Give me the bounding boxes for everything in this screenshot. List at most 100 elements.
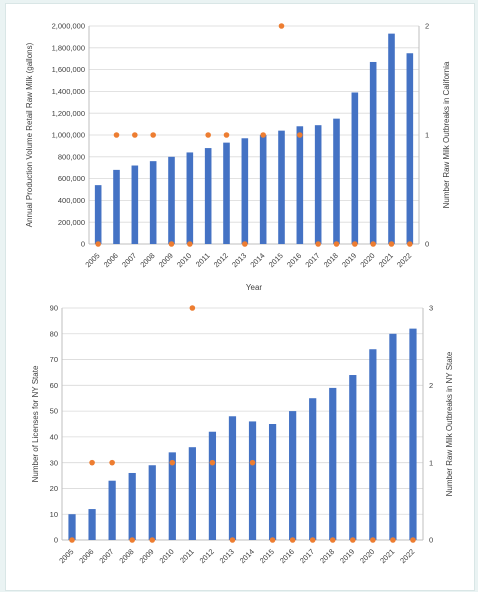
bar-2017 [314, 125, 322, 244]
point-2015 [269, 537, 276, 543]
bar-2012 [208, 431, 217, 540]
y2-tick-label: 0 [425, 240, 429, 249]
point-2014 [249, 459, 256, 466]
y-tick-label: 80 [50, 329, 58, 338]
point-2005 [95, 241, 101, 247]
point-2009 [168, 241, 175, 247]
y2-tick-label: 3 [429, 304, 433, 313]
x-tick-label: 2006 [77, 547, 95, 565]
bar-2019 [351, 92, 359, 245]
y2-axis-title: Number Raw Milk Outbreaks in California [442, 61, 451, 208]
point-2010 [169, 459, 176, 466]
point-2019 [350, 537, 356, 543]
bar-2020 [369, 61, 377, 244]
point-2013 [242, 241, 248, 247]
bar-2011 [204, 148, 212, 244]
bar-2012 [223, 142, 230, 244]
y-tick-label: 40 [50, 432, 58, 441]
x-tick-label: 2021 [378, 547, 396, 565]
point-2021 [388, 241, 395, 247]
x-tick-label: 2019 [340, 251, 358, 269]
x-tick-label: 2009 [138, 547, 156, 565]
point-2017 [309, 537, 316, 543]
y-tick-label: 30 [50, 458, 58, 467]
y-axis-title: Number of Licenses for NY State [31, 365, 40, 482]
x-tick-label: 2006 [102, 251, 120, 269]
point-2020 [370, 241, 376, 247]
x-tick-label: 2009 [157, 251, 175, 269]
y2-tick-label: 0 [429, 536, 433, 545]
y-tick-label: 10 [50, 510, 58, 519]
point-2008 [150, 132, 156, 138]
bar-2010 [186, 152, 194, 244]
x-tick-label: 2017 [298, 547, 316, 565]
point-2007 [109, 459, 115, 466]
y-tick-label: 90 [50, 304, 58, 313]
x-tick-label: 2007 [120, 251, 138, 269]
bar-2005 [68, 514, 76, 540]
x-axis-title: Year [246, 283, 263, 292]
point-2012 [209, 459, 216, 466]
bar-2022 [406, 53, 414, 244]
bar-2019 [349, 375, 357, 540]
point-2008 [129, 537, 135, 543]
y-tick-label: 70 [50, 355, 58, 364]
y-tick-label: 1,600,000 [52, 65, 85, 74]
point-2011 [205, 132, 211, 138]
y-tick-label: 400,000 [58, 196, 85, 205]
point-2009 [149, 537, 156, 543]
y2-tick-label: 1 [429, 458, 433, 467]
y2-tick-label: 1 [425, 131, 429, 140]
bar-2005 [94, 185, 102, 244]
x-tick-label: 2022 [398, 547, 416, 565]
y-tick-label: 1,800,000 [52, 43, 85, 52]
bar-2008 [149, 161, 157, 244]
bar-2006 [88, 509, 96, 540]
bar-2007 [131, 165, 139, 244]
x-tick-label: 2018 [322, 251, 340, 269]
y-tick-label: 50 [50, 407, 58, 416]
point-2006 [113, 132, 120, 138]
x-tick-label: 2015 [267, 251, 285, 269]
x-tick-label: 2020 [358, 547, 376, 565]
point-2018 [329, 537, 336, 543]
y2-axis-title: Number Raw Milk Outbreaks in NY State [445, 351, 454, 496]
point-2011 [189, 305, 196, 311]
bar-2018 [329, 387, 337, 540]
x-tick-label: 2017 [303, 251, 321, 269]
y2-tick-label: 2 [425, 22, 429, 31]
x-tick-label: 2011 [178, 547, 196, 565]
bar-2009 [148, 465, 156, 540]
y-tick-label: 0 [81, 240, 85, 249]
bar-2013 [228, 416, 237, 540]
bar-2021 [389, 333, 397, 540]
bar-2022 [409, 328, 417, 540]
x-tick-label: 2018 [318, 547, 336, 565]
y-tick-label: 200,000 [58, 218, 85, 227]
y-tick-label: 1,400,000 [52, 87, 85, 96]
bar-2020 [369, 349, 377, 540]
point-2010 [187, 241, 193, 247]
bar-2014 [259, 135, 267, 244]
x-tick-label: 2005 [83, 251, 101, 269]
x-tick-label: 2011 [194, 251, 212, 269]
point-2018 [333, 241, 340, 247]
bar-2010 [168, 452, 176, 540]
point-2013 [229, 537, 236, 543]
figure-frame [5, 3, 475, 591]
bar-2015 [278, 130, 285, 244]
x-tick-label: 2016 [278, 547, 296, 565]
bar-2016 [296, 126, 304, 244]
y-tick-label: 0 [54, 536, 58, 545]
x-tick-label: 2021 [377, 251, 395, 269]
bar-2013 [241, 138, 249, 244]
chart-california: 0 200,000 400,000 600,000 800,000 1,000,000 1,… [25, 22, 451, 292]
point-2016 [289, 537, 296, 543]
x-tick-label: 2007 [97, 547, 115, 565]
x-tick-label: 2016 [285, 251, 303, 269]
point-2021 [390, 537, 396, 543]
x-tick-label: 2012 [198, 547, 216, 565]
x-tick-label: 2010 [158, 547, 176, 565]
